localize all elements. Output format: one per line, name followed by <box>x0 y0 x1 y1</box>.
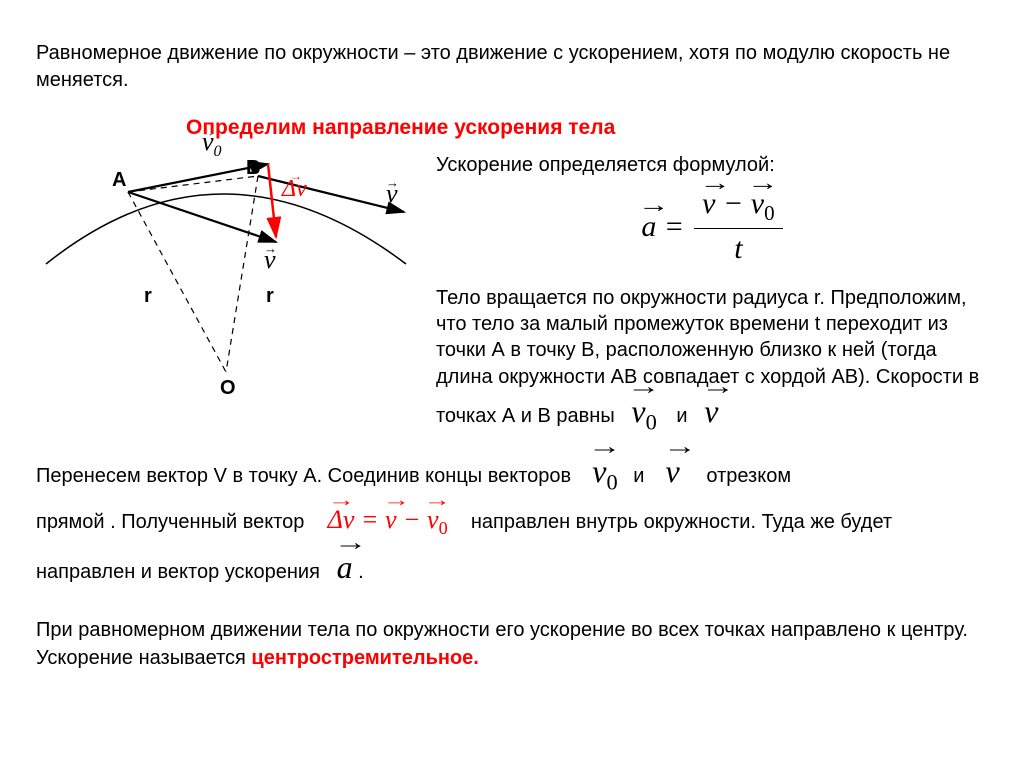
vector-delta-v <box>268 164 276 237</box>
conclusion-text: При равномерном движении тела по окружно… <box>36 619 968 669</box>
label-b: В <box>246 157 260 179</box>
radius-right <box>226 176 258 372</box>
arrow-dv-hat: → <box>290 169 302 183</box>
body-p2c: прямой . Полученный вектор <box>36 511 304 533</box>
text-column: Ускорение определяется формулой: a = v −… <box>436 152 988 437</box>
df-v0: v0 <box>427 500 448 542</box>
inline-v0-2: v0 <box>592 447 617 500</box>
arrow-v-t-hat: → <box>264 241 277 256</box>
body-p1-and: и <box>676 405 687 427</box>
body-p2-and: и <box>633 465 644 487</box>
formula-den: t <box>726 229 750 269</box>
formula-fraction: v − v0 t <box>694 184 782 268</box>
inline-v-2: v <box>666 447 680 497</box>
arrow-v-b-hat: → <box>386 175 399 190</box>
df-v: v <box>385 500 397 540</box>
inline-v-1: v <box>704 390 718 432</box>
conclusion: При равномерном движении тела по окружно… <box>36 616 988 672</box>
body-period: . <box>358 561 364 583</box>
body-p2b: отрезком <box>706 465 791 487</box>
formula-num-v: v <box>702 184 715 224</box>
arrow-v0-hat: → <box>202 134 215 139</box>
label-r-left: r <box>144 285 152 307</box>
diagram-column: А В О r r v0 → v → v → Δv → <box>36 152 436 412</box>
label-o: О <box>220 377 236 399</box>
formula-num-v0: v0 <box>751 184 775 228</box>
vector-diagram: А В О r r v0 → v → v → Δv → <box>26 134 426 424</box>
inline-v0-1: v0 <box>631 390 656 437</box>
circle-arc <box>46 194 406 264</box>
content-row: А В О r r v0 → v → v → Δv → <box>36 152 988 437</box>
body-paragraph-1: Тело вращается по окружности радиуса r. … <box>436 285 988 438</box>
body-paragraph-2: Перенесем вектор V в точку А. Соединив к… <box>36 447 988 592</box>
acceleration-formula: a = v − v0 t <box>436 184 988 268</box>
conclusion-term: центростремительное. <box>251 647 478 669</box>
label-r-right: r <box>266 285 274 307</box>
vector-v <box>258 176 404 212</box>
formula-a: a <box>641 207 656 247</box>
label-a: А <box>112 169 126 191</box>
inline-a: a <box>337 543 353 593</box>
intro-text: Равномерное движение по окружности – это… <box>36 40 988 94</box>
physics-slide: Равномерное движение по окружности – это… <box>0 0 1024 767</box>
body-p2a: Перенесем вектор V в точку А. Соединив к… <box>36 465 571 487</box>
